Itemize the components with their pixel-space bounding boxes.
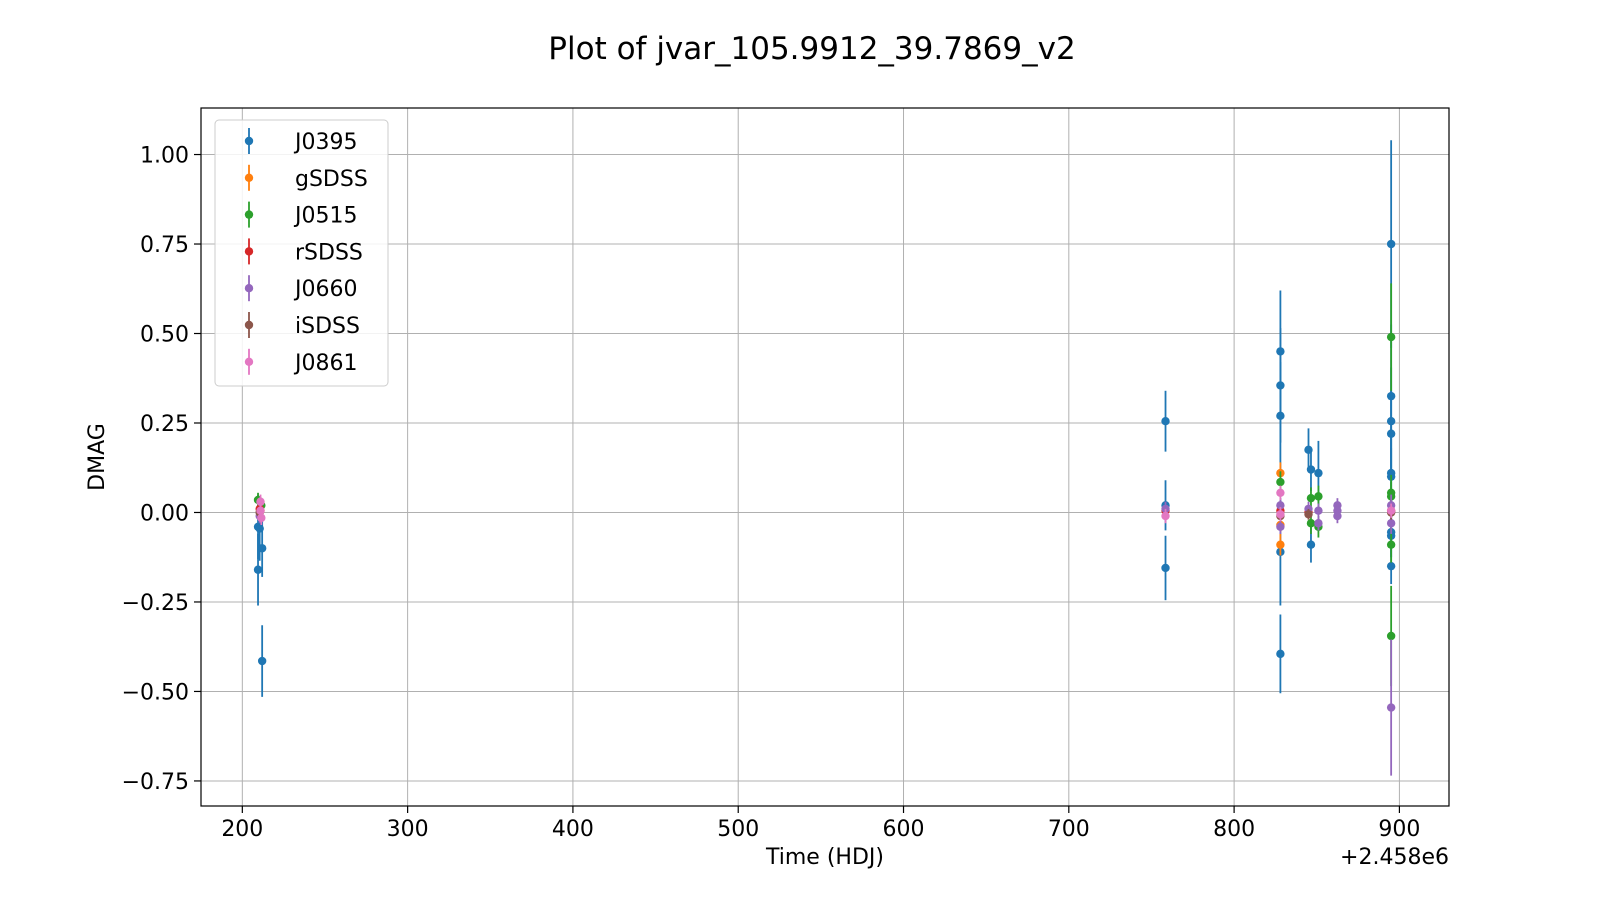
- y-tick-label: 0.25: [140, 412, 189, 437]
- y-tick-label: −0.25: [122, 591, 189, 616]
- data-point: [1314, 468, 1323, 478]
- x-tick-label: 700: [1048, 817, 1090, 842]
- series-j0395: [253, 140, 1396, 697]
- data-point: [1386, 540, 1396, 549]
- series-isdss: [255, 505, 1396, 522]
- legend-marker: [244, 173, 254, 182]
- data-point: [257, 656, 267, 666]
- legend-item: J0515: [244, 201, 357, 229]
- y-tick-label: −0.75: [122, 770, 189, 795]
- data-point: [1306, 540, 1316, 549]
- data-point: [256, 497, 265, 506]
- data-layer: [253, 140, 1396, 776]
- legend-marker: [244, 210, 254, 219]
- legend-label: J0861: [293, 351, 357, 376]
- y-axis-label: DMAG: [85, 423, 110, 491]
- y-tick-label: 0.00: [140, 501, 189, 526]
- legend-marker: [244, 320, 254, 330]
- legend-marker: [244, 136, 254, 146]
- data-point: [1161, 511, 1170, 521]
- legend-item: J0660: [244, 275, 357, 302]
- data-point: [1276, 522, 1285, 531]
- data-point: [257, 544, 267, 553]
- y-tick-label: 0.75: [140, 233, 189, 258]
- data-point: [1386, 519, 1396, 528]
- data-point: [1161, 563, 1170, 573]
- data-point: [1161, 417, 1170, 426]
- legend-box: [214, 119, 389, 387]
- x-tick-label: 400: [552, 817, 594, 842]
- data-point: [1306, 465, 1316, 474]
- data-point: [1276, 510, 1285, 519]
- y-tick-label: 1.00: [140, 144, 189, 169]
- legend-item: J0395: [244, 128, 357, 155]
- data-point: [1386, 631, 1396, 641]
- x-tick-label: 200: [221, 817, 263, 842]
- x-axis-offset-label: +2.458e6: [1340, 845, 1449, 870]
- data-point: [1314, 492, 1323, 501]
- data-point: [1314, 519, 1323, 528]
- data-point: [1386, 506, 1396, 515]
- x-tick-label: 800: [1213, 817, 1255, 842]
- legend-marker: [244, 357, 254, 366]
- data-point: [1276, 649, 1285, 659]
- data-point: [1276, 477, 1285, 487]
- data-point: [1276, 501, 1285, 510]
- data-point: [1386, 561, 1396, 571]
- legend-label: rSDSS: [295, 240, 363, 265]
- legend-marker: [244, 247, 254, 256]
- data-point: [1306, 493, 1316, 503]
- chart-title: Plot of jvar_105.9912_39.7869_v2: [548, 31, 1075, 67]
- legend-label: gSDSS: [295, 167, 368, 192]
- legend-item: gSDSS: [244, 164, 368, 192]
- data-point: [1333, 511, 1342, 521]
- data-point: [1276, 488, 1285, 497]
- y-tick-label: 0.50: [140, 323, 189, 348]
- data-point: [1306, 519, 1316, 528]
- legend-label: J0660: [293, 277, 357, 302]
- grid: [201, 108, 1449, 806]
- legend-label: iSDSS: [295, 314, 360, 339]
- data-point: [1314, 506, 1323, 515]
- series-j0861: [256, 485, 1396, 526]
- x-axis-label: Time (HDJ): [765, 845, 884, 870]
- x-tick-label: 300: [387, 817, 429, 842]
- data-point: [1386, 332, 1396, 342]
- plot-area-frame: [200, 107, 1450, 807]
- series-j0515: [253, 283, 1396, 687]
- data-point: [1386, 239, 1396, 249]
- legend-item: rSDSS: [244, 238, 363, 265]
- data-point: [1386, 429, 1396, 438]
- data-point: [257, 513, 266, 523]
- legend-label: J0515: [293, 204, 357, 229]
- data-point: [1276, 411, 1285, 421]
- data-point: [1304, 510, 1313, 519]
- legend-marker: [244, 284, 254, 293]
- legend-label: J0395: [293, 130, 357, 155]
- legend-item: J0861: [244, 348, 357, 376]
- y-tick-label: −0.50: [122, 680, 189, 705]
- legend: J0395 gSDSS J0515 rSDSS J0660 iSDSS J0861: [214, 119, 389, 387]
- series-j0660: [255, 494, 1396, 776]
- series-gsdss: [256, 462, 1285, 556]
- x-tick-label: 900: [1378, 817, 1420, 842]
- data-point: [1161, 504, 1170, 514]
- series-rsdss: [255, 503, 1396, 518]
- data-point: [253, 565, 263, 574]
- legend-item: iSDSS: [244, 312, 360, 339]
- x-tick-label: 600: [883, 817, 925, 842]
- data-point: [1386, 703, 1396, 712]
- data-point: [1276, 540, 1285, 549]
- axis-ticks: 200 300 400 500 600 700 800 900 −0.75 −0.50 −0.25 0…: [122, 144, 1421, 842]
- x-tick-label: 500: [717, 817, 759, 842]
